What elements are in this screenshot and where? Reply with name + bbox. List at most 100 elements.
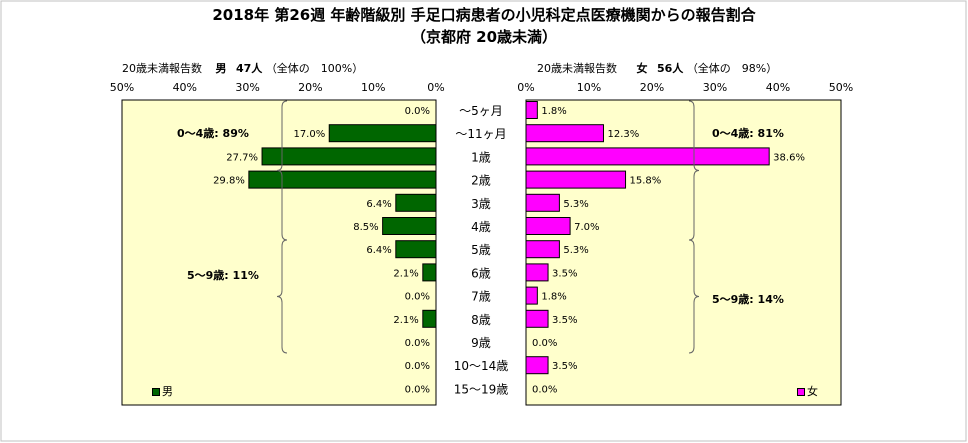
male-data-label: 27.7% [226, 152, 258, 163]
female-data-label: 5.3% [563, 245, 588, 256]
male-bar [395, 240, 437, 259]
female-data-label: 12.3% [607, 129, 639, 140]
female-axis-tick: 0% [517, 81, 534, 94]
female-bar [525, 217, 571, 235]
legend-female: 女 [797, 383, 818, 399]
female-bar [525, 240, 560, 259]
female-bar [525, 170, 627, 189]
male-header-label: 20歳未満報告数 [122, 62, 202, 75]
curly-bracket [276, 239, 288, 354]
female-header-count: 56人 [657, 62, 684, 75]
female-data-label: 5.3% [563, 199, 588, 210]
female-bar [525, 286, 538, 305]
male-data-labels: 0.0% 17.0% 27.7% 29.8% 6.4% 8.5% 6.4% 2.1% 0.0% 2… [213, 106, 430, 395]
legend-male-swatch [152, 388, 160, 396]
female-data-label: 15.8% [630, 176, 662, 187]
female-axis-tick: 10% [577, 81, 601, 94]
legend-male-label: 男 [162, 385, 173, 398]
legend-female-swatch [797, 388, 805, 396]
legend-female-label: 女 [807, 385, 818, 398]
category-label: 3歳 [471, 197, 491, 211]
curly-bracket [688, 239, 700, 354]
female-header-total: （全体の 98%） [686, 62, 778, 75]
female-data-label: 3.5% [552, 268, 577, 279]
male-axis-tick: 0% [427, 81, 444, 94]
female-data-label: 38.6% [773, 152, 805, 163]
category-label: 15～19歳 [454, 382, 509, 396]
category-label: 5歳 [471, 243, 491, 257]
male-data-label: 6.4% [366, 245, 391, 256]
male-data-label: 2.1% [393, 268, 418, 279]
male-axis-tick: 20% [298, 81, 322, 94]
male-header-sex: 男 [215, 62, 227, 75]
male-bar [382, 217, 437, 235]
male-bracket-0-4-label: 0～4歳: 89% [177, 127, 249, 140]
male-data-label: 0.0% [405, 338, 430, 349]
female-data-label: 1.8% [541, 106, 566, 117]
age-brackets [276, 100, 700, 354]
male-axis: 50% 40% 30% 20% 10% 0% [110, 81, 445, 94]
category-label: 2歳 [471, 174, 491, 188]
male-data-label: 2.1% [393, 315, 418, 326]
male-axis-tick: 30% [235, 81, 259, 94]
male-bar [248, 170, 437, 189]
female-bar [525, 101, 538, 119]
male-data-label: 0.0% [405, 384, 430, 395]
chart-subtitle: （京都府 20歳未満） [410, 28, 558, 46]
female-bar [525, 193, 560, 212]
male-bar [422, 263, 437, 282]
female-bars [525, 101, 770, 375]
male-data-label: 29.8% [213, 176, 245, 187]
female-header: 20歳未満報告数 女 56人 （全体の 98%） [537, 60, 777, 76]
male-header-total: （全体の 100%） [265, 62, 364, 75]
category-label: 10～14歳 [454, 359, 509, 373]
female-data-label: 0.0% [532, 384, 557, 395]
female-bracket-0-4-label: 0～4歳: 81% [712, 127, 784, 140]
female-bar [525, 356, 549, 375]
category-label: 4歳 [471, 220, 491, 234]
male-data-label: 6.4% [366, 199, 391, 210]
category-label: 9歳 [471, 336, 491, 350]
female-data-label: 3.5% [552, 361, 577, 372]
female-axis-tick: 40% [766, 81, 790, 94]
female-data-label: 7.0% [574, 222, 599, 233]
female-data-label: 0.0% [532, 338, 557, 349]
female-axis-tick: 20% [640, 81, 664, 94]
male-bracket-5-9-label: 5～9歳: 11% [187, 269, 259, 282]
category-label: 6歳 [471, 266, 491, 280]
male-data-label: 8.5% [353, 222, 378, 233]
male-data-label: 0.0% [405, 106, 430, 117]
male-bar [261, 147, 437, 166]
male-bar [328, 124, 437, 143]
male-header-count: 47人 [236, 62, 263, 75]
female-data-labels: 1.8% 12.3% 38.6% 15.8% 5.3% 7.0% 5.3% 3.5% 1.8% 3… [532, 106, 805, 395]
curly-bracket [688, 100, 700, 241]
female-data-label: 1.8% [541, 292, 566, 303]
male-data-label: 0.0% [405, 292, 430, 303]
female-bar [525, 147, 770, 166]
female-axis-tick: 30% [703, 81, 727, 94]
female-bracket-5-9-label: 5～9歳: 14% [712, 293, 784, 306]
male-data-label: 0.0% [405, 361, 430, 372]
male-header: 20歳未満報告数 男 47人 （全体の 100%） [122, 60, 363, 76]
male-bars [248, 124, 437, 328]
category-label: ～5ヶ月 [459, 104, 503, 118]
curly-bracket [276, 100, 288, 241]
category-label: 1歳 [471, 150, 491, 164]
legend-male: 男 [152, 383, 173, 399]
category-label: 8歳 [471, 313, 491, 327]
female-header-sex: 女 [636, 62, 648, 75]
female-bar [525, 263, 549, 282]
female-data-label: 3.5% [552, 315, 577, 326]
male-axis-tick: 10% [361, 81, 385, 94]
female-axis: 0% 10% 20% 30% 40% 50% [517, 81, 853, 94]
category-label: ～11ヶ月 [455, 127, 506, 141]
male-bar [395, 193, 437, 212]
female-axis-tick: 50% [829, 81, 853, 94]
female-bar [525, 309, 549, 328]
chart-title: 2018年 第26週 年齢階級別 手足口病患者の小児科定点医療機関からの報告割合 [212, 6, 756, 24]
male-bar [422, 309, 437, 328]
female-header-label: 20歳未満報告数 [537, 62, 617, 75]
